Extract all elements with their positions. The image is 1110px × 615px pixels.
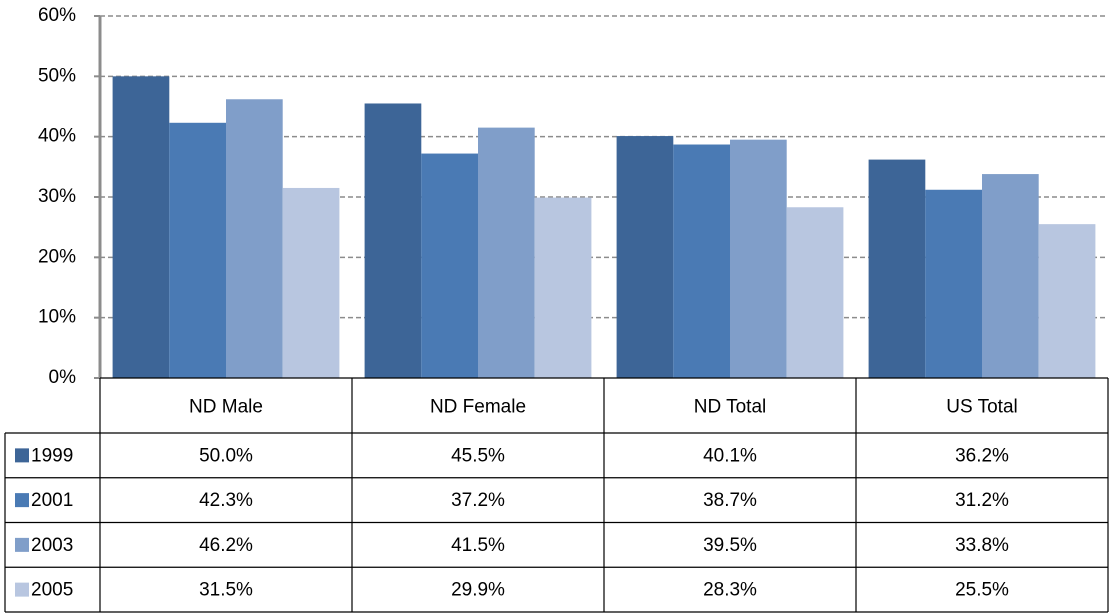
legend-swatch — [15, 493, 29, 508]
table-cell: 29.9% — [451, 580, 505, 601]
bar — [925, 189, 982, 378]
table-cell: 41.5% — [451, 535, 505, 556]
y-tick-label: 40% — [38, 126, 76, 147]
bar — [478, 127, 535, 378]
table-cell: 50.0% — [199, 445, 253, 466]
bar — [616, 136, 674, 378]
bar — [421, 153, 478, 378]
table-cell: 40.1% — [703, 445, 757, 466]
table-cell: 42.3% — [199, 490, 253, 511]
table-cell: 38.7% — [703, 490, 757, 511]
category-label: ND Female — [430, 397, 526, 418]
category-label: US Total — [946, 397, 1017, 418]
y-tick-label: 20% — [38, 246, 76, 267]
legend-label: 2001 — [31, 490, 73, 511]
table-cell: 36.2% — [955, 445, 1009, 466]
table-cell: 31.5% — [199, 580, 253, 601]
y-tick-label: 60% — [38, 5, 76, 26]
bar — [169, 122, 226, 378]
bar — [982, 174, 1039, 378]
category-label: ND Male — [189, 397, 263, 418]
table-cell: 39.5% — [703, 535, 757, 556]
y-tick-label: 10% — [38, 307, 76, 328]
y-tick-label: 0% — [49, 367, 77, 388]
legend-swatch — [15, 582, 29, 597]
legend-label: 1999 — [31, 445, 73, 466]
bar — [868, 159, 926, 378]
legend-swatch — [15, 448, 29, 463]
legend-swatch — [15, 537, 29, 552]
bar — [1038, 224, 1096, 378]
table-cell: 46.2% — [199, 535, 253, 556]
category-label: ND Total — [694, 397, 767, 418]
bar — [364, 103, 422, 378]
bar — [226, 99, 283, 378]
bar — [673, 144, 730, 378]
bar — [786, 207, 844, 378]
table-cell: 25.5% — [955, 580, 1009, 601]
y-tick-label: 30% — [38, 186, 76, 207]
legend-label: 2005 — [31, 580, 73, 601]
bar — [282, 187, 340, 378]
table-cell: 33.8% — [955, 535, 1009, 556]
table-cell: 31.2% — [955, 490, 1009, 511]
legend-label: 2003 — [31, 535, 73, 556]
y-tick-label: 50% — [38, 65, 76, 86]
table-cell: 28.3% — [703, 580, 757, 601]
table-cell: 45.5% — [451, 445, 505, 466]
table-cell: 37.2% — [451, 490, 505, 511]
bar — [112, 76, 170, 378]
bar — [534, 197, 592, 378]
bar — [730, 139, 787, 378]
